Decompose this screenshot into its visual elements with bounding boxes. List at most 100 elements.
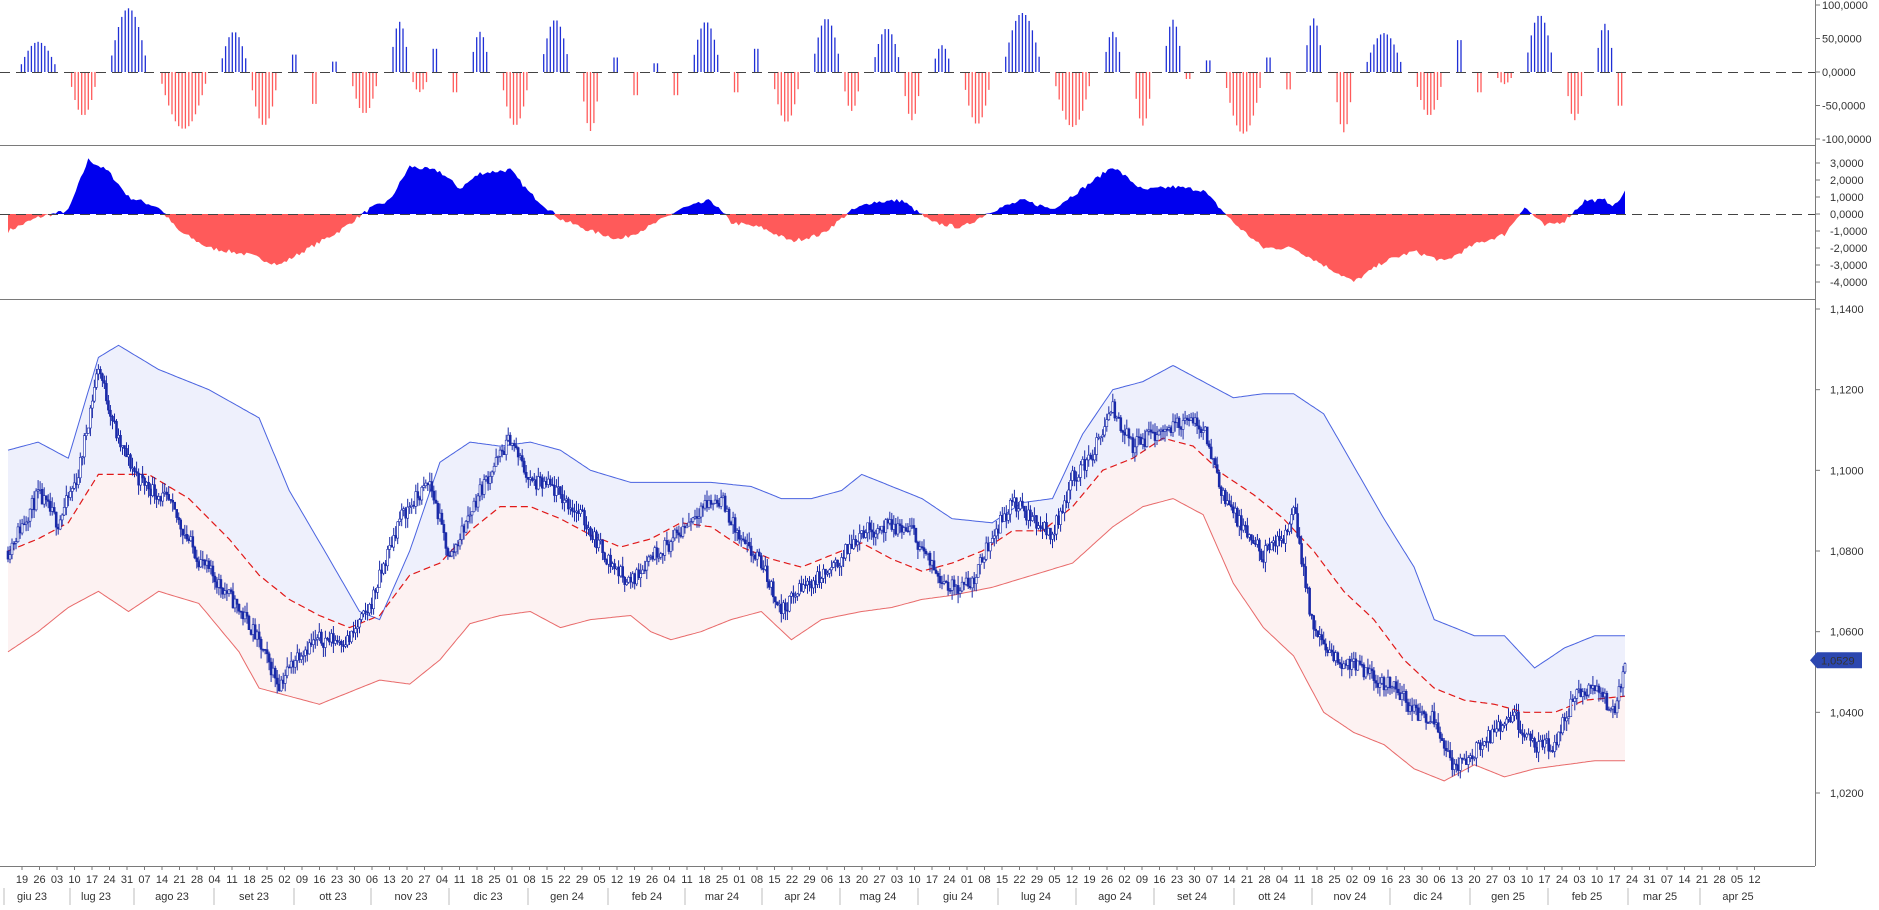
candle-body — [392, 535, 396, 548]
candle-body — [1340, 663, 1344, 669]
candle-body — [1215, 464, 1219, 473]
candle-body — [571, 507, 574, 512]
candle-body — [1585, 694, 1589, 697]
momentum-tick-label: -1,0000 — [1830, 226, 1867, 238]
candle-body — [1270, 542, 1273, 551]
x-axis-day-label: 30 — [1188, 874, 1200, 886]
x-axis-day-label: 03 — [51, 874, 63, 886]
candle-body — [1408, 705, 1412, 712]
candle-body — [229, 589, 233, 592]
candle-body — [273, 667, 277, 679]
x-axis-day-label: 01 — [506, 874, 518, 886]
candle-body — [944, 580, 948, 583]
x-axis-day-label: 06 — [366, 874, 378, 886]
candle-body — [771, 581, 775, 598]
x-axis-day-label: 29 — [1031, 874, 1043, 886]
candle-body — [119, 434, 122, 448]
x-axis-day-label: 22 — [558, 874, 570, 886]
candle-body — [820, 578, 823, 583]
candle-body — [956, 585, 960, 594]
candle-body — [209, 565, 213, 569]
candle-body — [1394, 681, 1398, 690]
candle-body — [1366, 667, 1370, 674]
candle-body — [8, 554, 12, 560]
candle-body — [151, 484, 154, 497]
candle-body — [1119, 417, 1123, 432]
candle-body — [1495, 728, 1498, 733]
x-axis-day-label: 25 — [1328, 874, 1340, 886]
x-axis-day-label: 24 — [1626, 874, 1638, 886]
candle-body — [1205, 426, 1209, 445]
candle-body — [14, 541, 18, 544]
x-axis-month-label: gen 25 — [1491, 891, 1525, 903]
candle-body — [757, 551, 761, 556]
momentum-tick-label: 0,0000 — [1830, 209, 1864, 221]
candle-body — [1264, 545, 1267, 563]
candle-body — [1491, 728, 1494, 744]
candle-body — [311, 639, 315, 646]
candle-body — [687, 521, 691, 527]
candle-body — [1278, 535, 1281, 541]
x-axis-day-label: 08 — [751, 874, 763, 886]
candle-body — [1400, 693, 1404, 700]
candle-body — [1414, 704, 1418, 709]
candle-body — [191, 536, 195, 548]
x-axis-month-label: set 23 — [239, 891, 269, 903]
candle-body — [161, 492, 164, 502]
candle-body — [974, 577, 978, 585]
candle-body — [1444, 747, 1448, 751]
candle-body — [1561, 717, 1564, 734]
candle-body — [137, 472, 140, 486]
candle-body — [478, 484, 482, 497]
candle-body — [1021, 500, 1024, 507]
candle-body — [1418, 712, 1422, 721]
candle-body — [115, 421, 118, 439]
x-axis-day-label: 21 — [1241, 874, 1253, 886]
candle-body — [699, 505, 703, 518]
candle-body — [1515, 711, 1518, 714]
x-axis-month-label: feb 25 — [1572, 891, 1603, 903]
x-axis-day-label: 16 — [1153, 874, 1165, 886]
candle-body — [1228, 500, 1231, 506]
candle-body — [1280, 538, 1283, 541]
candle-body — [93, 387, 96, 402]
candle-body — [1061, 510, 1064, 513]
x-axis-day-label: 10 — [68, 874, 80, 886]
candle-body — [157, 496, 160, 500]
candle-body — [1167, 427, 1171, 430]
candle-body — [317, 631, 321, 639]
candle-body — [1023, 505, 1026, 512]
candle-body — [344, 644, 347, 647]
candle-body — [44, 495, 48, 501]
candle-body — [324, 637, 327, 648]
candle-body — [179, 519, 182, 530]
candle-body — [1533, 738, 1536, 748]
x-axis-day-label: 12 — [1748, 874, 1760, 886]
candle-body — [1376, 682, 1380, 688]
candle-body — [490, 471, 494, 477]
candle-body — [1430, 711, 1434, 722]
candle-body — [113, 420, 116, 423]
candle-body — [1577, 688, 1581, 691]
candle-body — [1266, 543, 1269, 546]
candle-body — [275, 677, 279, 685]
candle-body — [1434, 722, 1438, 725]
candle-body — [1075, 479, 1078, 482]
candle-body — [1469, 755, 1472, 759]
candle-body — [1541, 739, 1544, 748]
candle-body — [1171, 421, 1175, 433]
candle-body — [48, 501, 52, 512]
candle-body — [912, 525, 916, 529]
candle-body — [422, 485, 426, 488]
candle-body — [1193, 417, 1197, 424]
candle-body — [1459, 757, 1462, 771]
candle-body — [251, 624, 255, 635]
candle-body — [675, 529, 679, 534]
candle-body — [1087, 454, 1090, 461]
candle-body — [856, 541, 860, 546]
candle-body — [1499, 721, 1502, 732]
candle-body — [1521, 732, 1524, 736]
candle-body — [1141, 438, 1145, 445]
candle-body — [1073, 470, 1076, 481]
